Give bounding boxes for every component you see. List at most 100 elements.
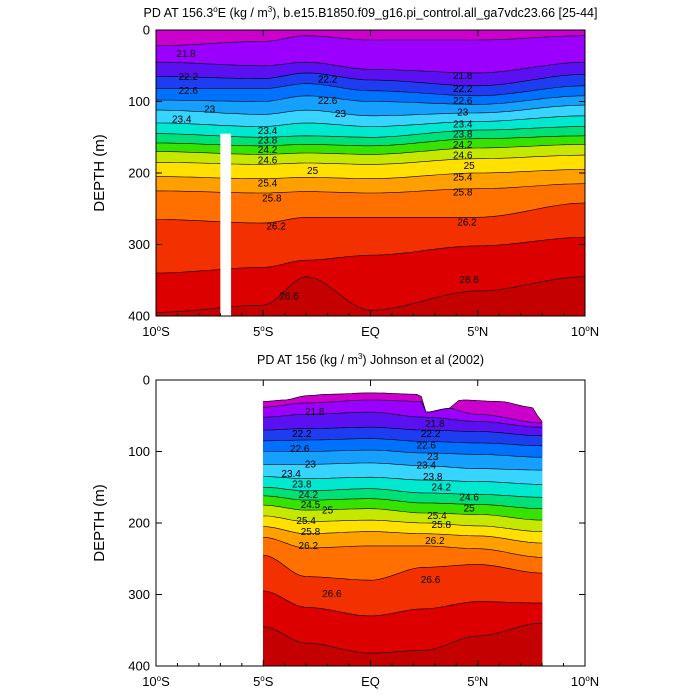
contour-label: 23 — [427, 452, 439, 463]
contour-label: 26.6 — [421, 575, 441, 586]
contour-label: 25.8 — [262, 193, 282, 204]
x-tick-label: 10oN — [571, 324, 599, 339]
isopycnal-line — [263, 426, 543, 437]
isopycnal-line — [263, 462, 543, 471]
contour-label: 22.2 — [178, 72, 198, 83]
y-tick-label: 0 — [143, 373, 150, 388]
contour-label: 26.2 — [457, 218, 477, 229]
x-tick-label: 10oS — [142, 674, 170, 689]
contour-label: 23.4 — [417, 460, 437, 471]
contour-label: 22.6 — [318, 96, 338, 107]
contour-label: 25.4 — [296, 516, 316, 527]
isopycnal-line — [263, 515, 543, 532]
x-tick-label: EQ — [361, 674, 380, 689]
x-tick-label: EQ — [361, 324, 380, 339]
y-tick-label: 200 — [128, 166, 150, 181]
contour-label: 24.6 — [459, 493, 479, 504]
y-tick-label: 100 — [128, 94, 150, 109]
contour-label: 26.2 — [425, 536, 445, 547]
contour-label: 21.8 — [305, 407, 325, 418]
contour-label: 26.6 — [279, 291, 299, 302]
contour-label: 23.8 — [453, 130, 473, 141]
isopycnal-line — [263, 487, 543, 498]
contour-label: 22.2 — [421, 429, 441, 440]
contour-label: 23 — [305, 460, 317, 471]
y-tick-label: 300 — [128, 237, 150, 252]
isopycnal-line — [263, 449, 543, 458]
contour-label: 22.2 — [453, 84, 473, 95]
contour-label: 25 — [307, 166, 319, 177]
y-tick-label: 400 — [128, 659, 150, 674]
contour-label: 24.2 — [453, 140, 473, 151]
y-tick-label: 100 — [128, 444, 150, 459]
contour-label: 22.2 — [292, 429, 312, 440]
contour-label: 22.6 — [290, 444, 310, 455]
contour-label: 23 — [204, 105, 216, 116]
contour-label: 25.4 — [453, 173, 473, 184]
isopycnal-line — [263, 495, 543, 509]
isopycnal-line — [263, 476, 543, 485]
isopycnal-line — [263, 622, 543, 654]
y-tick-label: 300 — [128, 587, 150, 602]
y-axis-label: DEPTH (m) — [91, 484, 108, 562]
contour-label: 21.8 — [176, 49, 196, 60]
contour-fills — [156, 30, 585, 316]
contour-label: 24.6 — [258, 155, 278, 166]
isopycnal-line — [156, 83, 585, 97]
x-tick-label: 5oN — [467, 324, 488, 339]
contour-label: 25.8 — [453, 188, 473, 199]
x-tick-label: 5oS — [253, 324, 274, 339]
x-tick-label: 5oN — [467, 674, 488, 689]
contour-label: 25.4 — [258, 178, 278, 189]
isopycnal-line — [156, 115, 585, 127]
isopycnal-line — [263, 399, 543, 424]
y-axis-label: DEPTH (m) — [91, 134, 108, 212]
contour-label: 24.2 — [258, 145, 278, 156]
contour-label: 25 — [464, 161, 476, 172]
contour-label: 26.6 — [322, 589, 342, 600]
contour-label: 23.4 — [172, 115, 192, 126]
contour-label: 25.8 — [432, 520, 452, 531]
contour-label: 22.6 — [453, 96, 473, 107]
x-tick-label: 5oS — [253, 674, 274, 689]
contour-label: 24.2 — [432, 483, 452, 494]
isopycnal-line — [156, 35, 585, 46]
missing-data-mask — [220, 133, 232, 316]
contour-label: 25 — [322, 505, 334, 516]
isopycnal-line — [156, 61, 585, 74]
contour-label: 23.8 — [292, 480, 312, 491]
contour-label: 21.8 — [425, 419, 445, 430]
contour-label: 25 — [464, 503, 476, 514]
contour-label: 23.8 — [423, 472, 443, 483]
contour-label: 22.6 — [417, 440, 437, 451]
contour-label: 24.5 — [301, 500, 321, 511]
contour-label: 23.4 — [258, 126, 278, 137]
isopycnal-line — [263, 504, 543, 521]
contour-label: 22.6 — [178, 86, 198, 97]
x-tick-label: 10oS — [142, 324, 170, 339]
isopycnal-line — [263, 411, 543, 428]
contour-label: 23.4 — [281, 469, 301, 480]
chart-title: PD AT 156 (kg / m3) Johnson et al (2002) — [257, 352, 484, 367]
contour-label: 23 — [457, 108, 469, 119]
chart-title: PD AT 156.3oE (kg / m3), b.e15.B1850.f09… — [144, 5, 598, 20]
isopycnal-line — [263, 526, 543, 544]
x-tick-label: 10oN — [571, 674, 599, 689]
contour-label: 22.2 — [318, 75, 338, 86]
isopycnal-line — [263, 554, 543, 581]
isopycnal-line — [263, 537, 543, 558]
contour-label: 26.2 — [299, 541, 319, 552]
isopycnal-line — [156, 72, 585, 87]
panel-1: 21.822.222.62323.422.222.62323.423.824.2… — [91, 5, 599, 339]
contour-label: 23.4 — [453, 120, 473, 131]
isopycnal-line — [263, 438, 543, 447]
isopycnal-line — [263, 590, 543, 617]
contour-label: 25.4 — [427, 511, 447, 522]
contour-label: 24.2 — [299, 490, 319, 501]
contour-label: 26.2 — [266, 221, 286, 232]
contour-label: 21.8 — [453, 71, 473, 82]
y-tick-label: 400 — [128, 309, 150, 324]
isopycnal-line — [156, 104, 585, 117]
contour-label: 25.8 — [301, 527, 321, 538]
